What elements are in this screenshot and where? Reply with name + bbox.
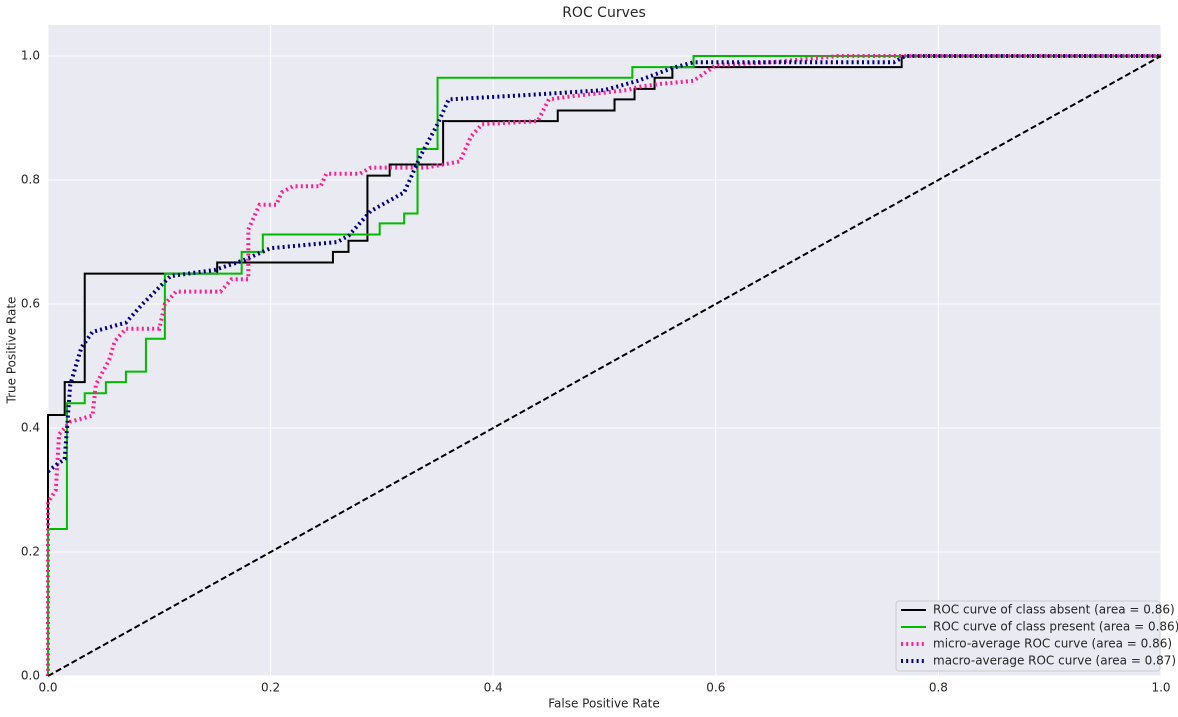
plot-area	[48, 25, 1161, 676]
x-axis-label: False Positive Rate	[548, 697, 660, 711]
y-tick-label: 0.0	[21, 669, 40, 683]
legend-label: micro-average ROC curve (area = 0.86)	[933, 637, 1172, 651]
legend: ROC curve of class absent (area = 0.86) R…	[895, 600, 1178, 672]
x-tick-label: 0.6	[706, 681, 725, 695]
roc-line	[47, 55, 1161, 676]
y-tick-label: 0.6	[21, 297, 40, 311]
legend-box	[895, 600, 1161, 672]
roc-line	[47, 55, 1162, 677]
y-axis-label: True Positive Rate	[5, 297, 19, 405]
legend-label: ROC curve of class present (area = 0.86)	[933, 620, 1178, 634]
y-tick-label: 0.4	[21, 421, 40, 435]
chart-title: ROC Curves	[562, 5, 646, 21]
x-tick-label: 1.0	[1151, 681, 1170, 695]
x-tick-label: 0.2	[261, 681, 280, 695]
y-tick-label: 0.8	[21, 173, 40, 187]
x-tick-label: 0.4	[484, 681, 503, 695]
y-tick-label: 0.2	[21, 545, 40, 559]
grid	[47, 25, 1162, 677]
lines	[46, 54, 1162, 677]
legend-label: macro-average ROC curve (area = 0.87)	[933, 654, 1176, 668]
x-tick-label: 0.8	[929, 681, 948, 695]
legend-label: ROC curve of class absent (area = 0.86)	[933, 603, 1175, 617]
roc-line	[46, 54, 1161, 473]
roc-line	[46, 54, 1161, 676]
x-tick-label: 0.0	[38, 681, 57, 695]
roc-line	[47, 55, 1161, 676]
y-tick-label: 1.0	[21, 49, 40, 63]
